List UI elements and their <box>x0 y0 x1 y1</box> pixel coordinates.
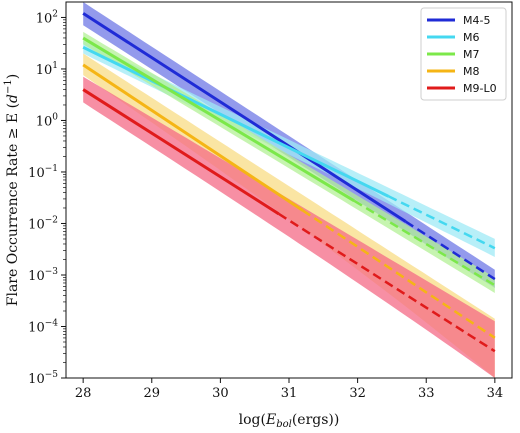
x-axis-ticks: 28 29 30 31 32 33 34 <box>75 378 503 401</box>
series-lines <box>82 12 496 353</box>
legend-label: M9-L0 <box>463 82 497 95</box>
dashed-line-m6 <box>387 195 496 250</box>
x-tick-label: 32 <box>349 386 366 401</box>
x-tick-label: 34 <box>487 386 504 401</box>
y-axis-ticks: 102 101 100 10−1 10−2 10−3 10−4 10−5 <box>28 9 66 387</box>
x-tick-label: 31 <box>281 386 298 401</box>
y-tick-label: 100 <box>36 112 59 129</box>
x-tick-label: 29 <box>143 386 160 401</box>
y-tick-label: 101 <box>36 61 58 78</box>
dashed-line-m8 <box>302 209 496 339</box>
y-tick-label: 10−2 <box>28 215 58 232</box>
line-m7 <box>82 36 355 203</box>
legend-label: M4-5 <box>463 14 490 27</box>
x-tick-label: 33 <box>418 386 435 401</box>
legend-label: M8 <box>463 65 480 78</box>
x-tick-label: 28 <box>75 386 92 401</box>
y-tick-label: 10−5 <box>28 370 58 387</box>
y-axis-title: Flare Occurrence Rate ≥ E (d−1) <box>3 74 21 306</box>
line-m6 <box>82 45 390 198</box>
dashed-line-m4-5 <box>404 220 496 281</box>
band-m9-l0 <box>83 76 495 378</box>
dashed-line-m9-l0 <box>278 212 496 353</box>
x-tick-label: 30 <box>212 386 229 401</box>
legend-label: M6 <box>463 31 480 44</box>
y-tick-label: 10−4 <box>28 318 58 335</box>
legend-box <box>420 7 507 101</box>
y-tick-label: 10−3 <box>28 267 58 284</box>
legend: M4-5 M6 M7 M8 M9-L0 <box>420 7 507 101</box>
line-m9-l0 <box>82 88 280 216</box>
legend-label: M7 <box>463 48 480 61</box>
x-axis-title: log(Ebol(ergs)) <box>239 412 340 430</box>
y-tick-label: 102 <box>36 9 58 26</box>
line-m8 <box>82 63 304 212</box>
y-tick-label: 10−1 <box>28 164 58 181</box>
line-m4-5 <box>82 12 407 223</box>
